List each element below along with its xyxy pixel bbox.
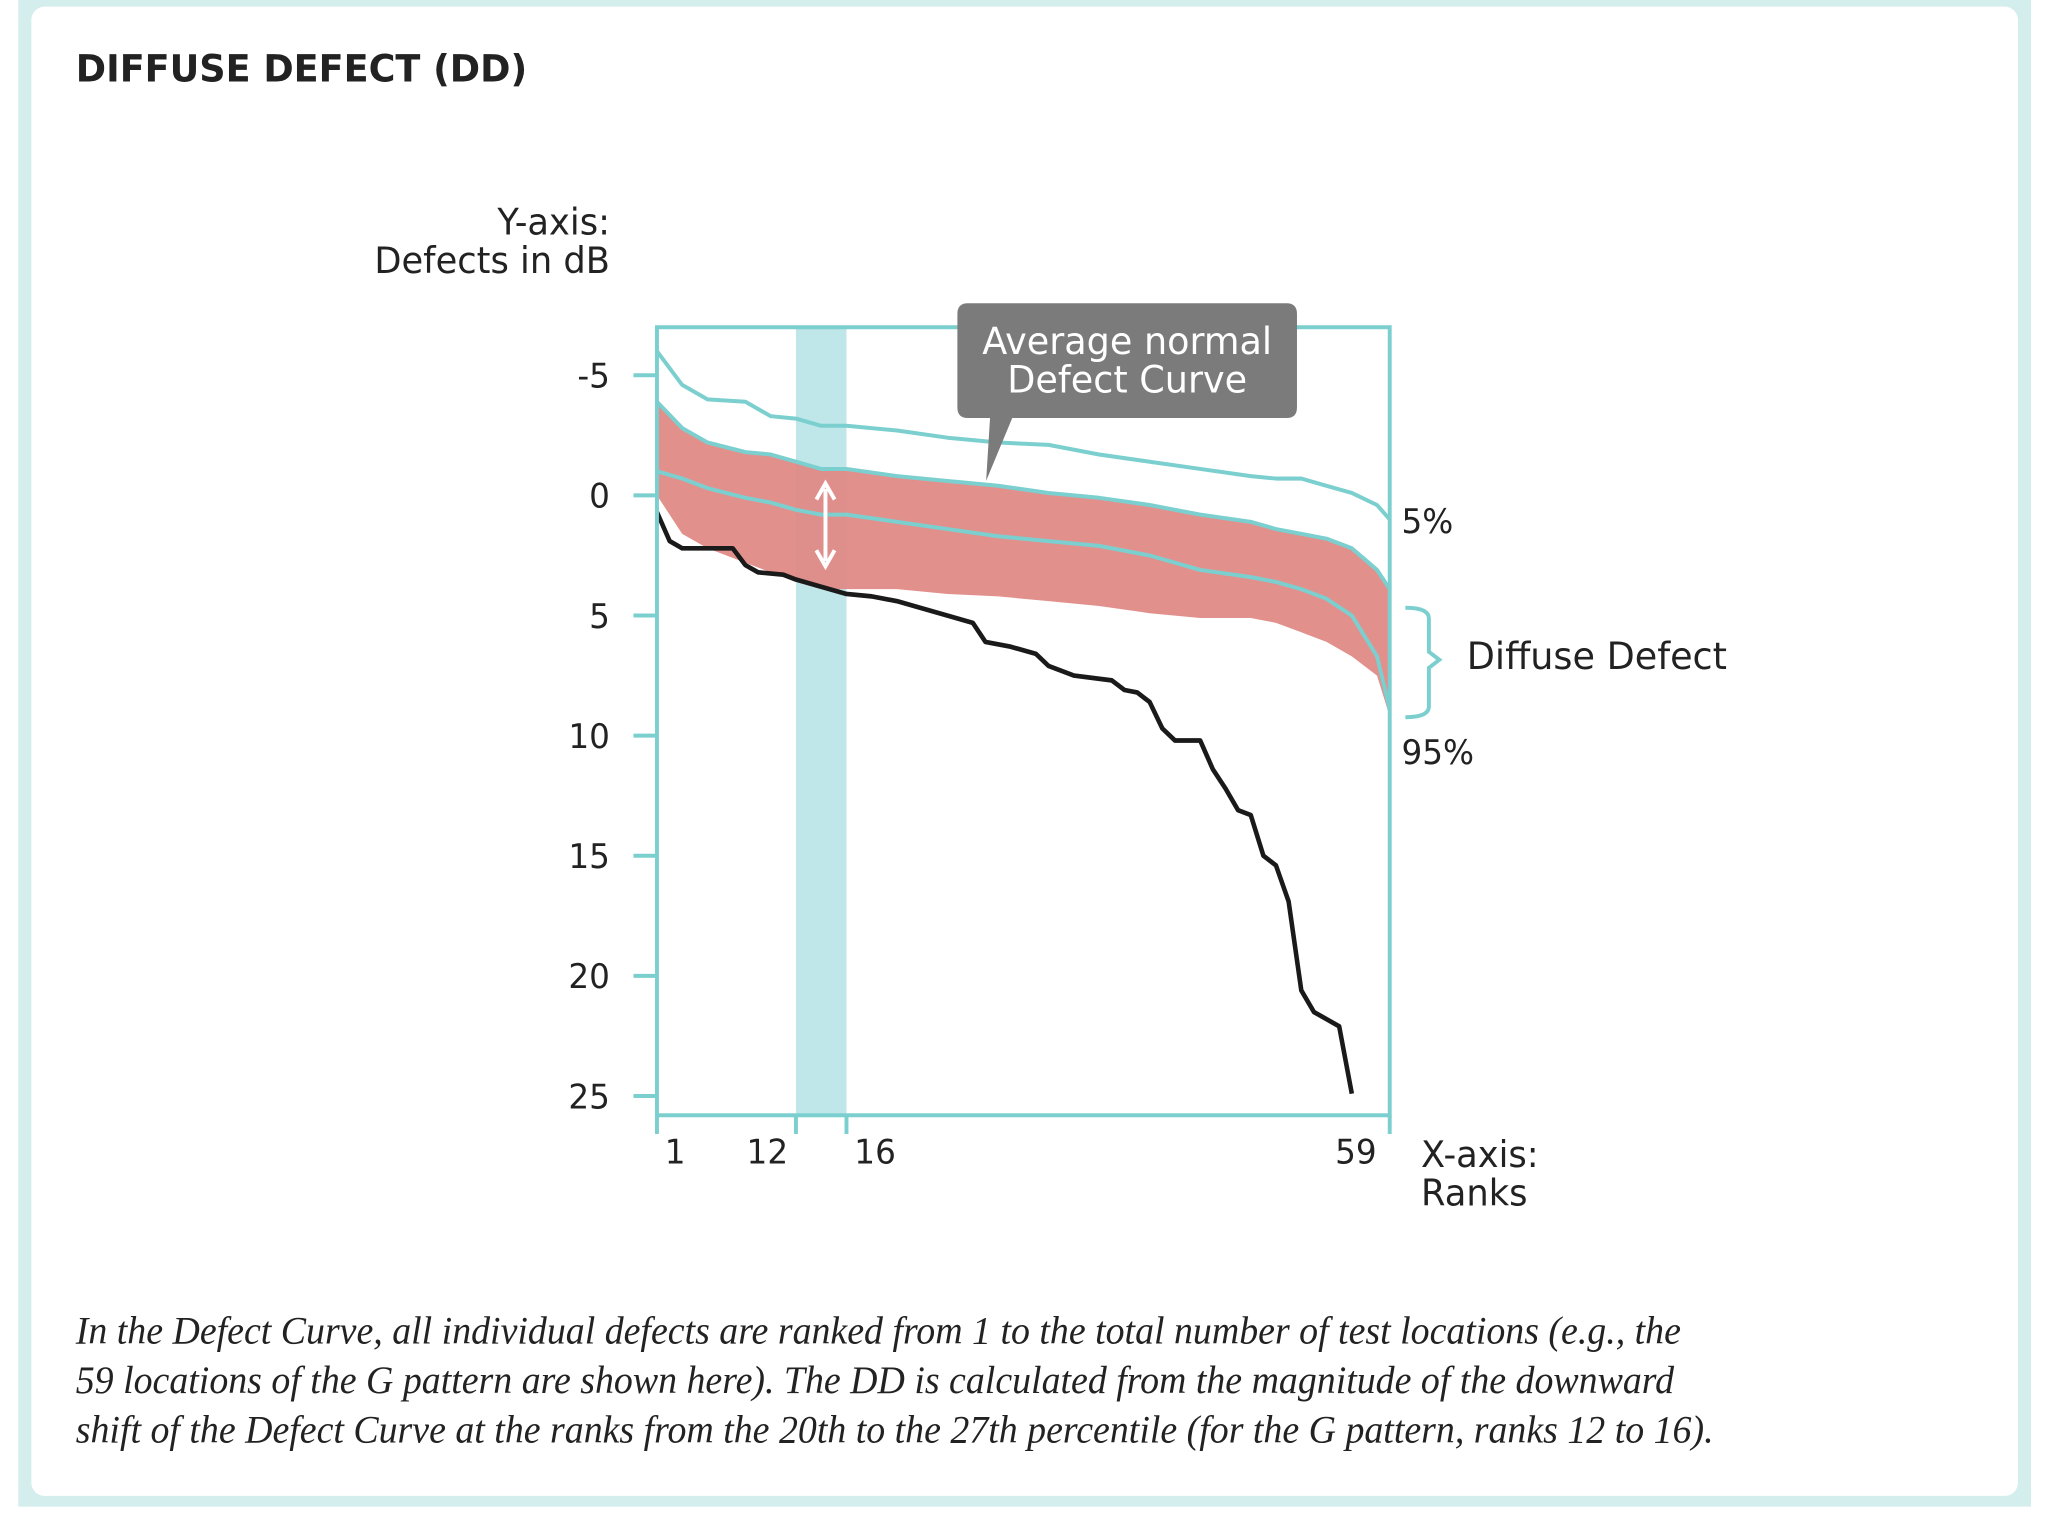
- series-line: [655, 400, 1392, 591]
- x-tick-label: 16: [854, 1132, 896, 1171]
- y-tick-label: -5: [577, 356, 610, 395]
- callout-text: Defect Curve: [1007, 358, 1247, 401]
- highlight-band: [795, 327, 847, 1116]
- y-axis-label: Defects in dB: [374, 241, 610, 282]
- x-tick-label: 1: [665, 1132, 686, 1171]
- bracket-label: Diffuse Defect: [1467, 635, 1727, 678]
- callout: Average normal Defect Curve: [957, 303, 1297, 481]
- panel: [31, 6, 2018, 1496]
- callout-text: Average normal: [982, 320, 1272, 363]
- series-line: [654, 511, 1355, 1095]
- chart-title: DIFFUSE DEFECT (DD): [76, 47, 527, 90]
- x-axis-label: X-axis:: [1421, 1134, 1539, 1175]
- y-tick-label: 25: [568, 1077, 610, 1116]
- y-tick-label: 20: [568, 957, 610, 996]
- caption: 59 locations of the G pattern are shown …: [76, 1360, 1675, 1402]
- caption: In the Defect Curve, all individual defe…: [75, 1310, 1681, 1352]
- series-line: [655, 350, 1392, 521]
- x-tick-label: 59: [1335, 1132, 1377, 1171]
- series-label: 95%: [1401, 733, 1474, 772]
- series-line: [656, 469, 1392, 710]
- x-axis-label: Ranks: [1421, 1173, 1527, 1214]
- plot-area: -5 0 5 10 15 20 25 1 12 16 59: [568, 325, 1392, 1172]
- y-tick-label: 5: [589, 596, 610, 635]
- caption: shift of the Defect Curve at the ranks f…: [76, 1409, 1714, 1451]
- callout-box: [957, 303, 1297, 481]
- y-axis-label: Y-axis:: [496, 202, 610, 243]
- bracket: [1405, 605, 1443, 720]
- y-tick-label: 10: [568, 717, 610, 756]
- y-tick-label: 15: [568, 837, 610, 876]
- x-tick-label: 12: [747, 1132, 789, 1171]
- series-label: 5%: [1401, 502, 1453, 541]
- shift-band: [656, 401, 1390, 717]
- y-tick-label: 0: [589, 476, 610, 515]
- shift-arrow: [814, 479, 837, 571]
